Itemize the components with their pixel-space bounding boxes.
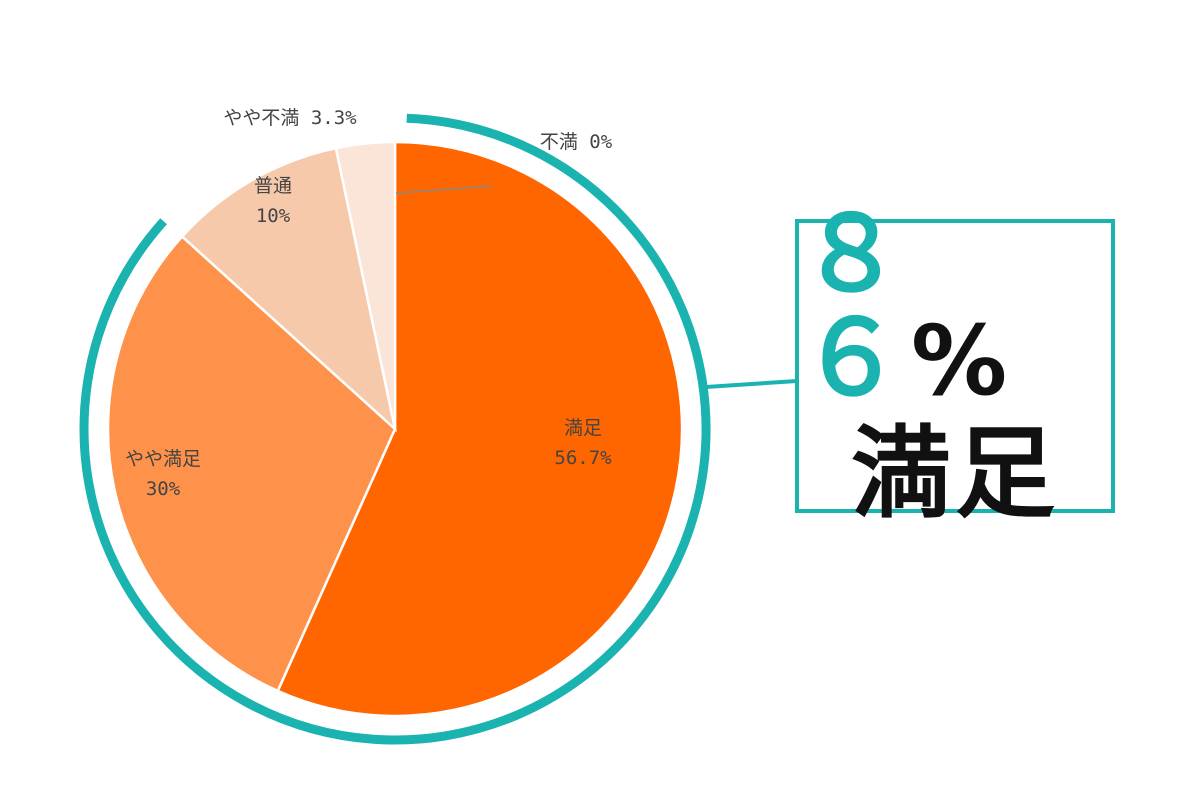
highlight-word: 満足 xyxy=(851,415,1059,532)
pie-slice xyxy=(334,140,397,430)
highlight-number: ８６ xyxy=(799,193,906,419)
slice-label: 満足 xyxy=(564,417,602,439)
slice-label: やや満足 xyxy=(125,448,201,470)
leader-line xyxy=(395,185,493,194)
slice-value-label: 56.7% xyxy=(554,447,612,469)
slice-value-label: 30% xyxy=(146,478,181,500)
pie-labels: 満足 56.7% やや満足 30% 普通 10% やや不満 3.3% 不満 0% xyxy=(125,107,613,500)
highlight-arc xyxy=(79,113,711,745)
pie-slice xyxy=(106,234,397,693)
pie-slice xyxy=(180,146,398,433)
slice-label: 不満 0% xyxy=(540,131,613,153)
slice-value-label: 10% xyxy=(256,205,291,227)
highlight-percent-sign: % xyxy=(911,305,1010,417)
highlight-percentage: ８６% xyxy=(799,202,1111,410)
highlight-connector xyxy=(705,379,798,389)
pie-slice xyxy=(276,140,684,718)
pie-slices xyxy=(106,140,684,718)
slice-label: やや不満 3.3% xyxy=(223,107,357,129)
highlight-callout: ８６% 満足 xyxy=(795,202,1115,524)
slice-label: 普通 xyxy=(254,175,292,197)
highlight-decor xyxy=(79,113,798,745)
